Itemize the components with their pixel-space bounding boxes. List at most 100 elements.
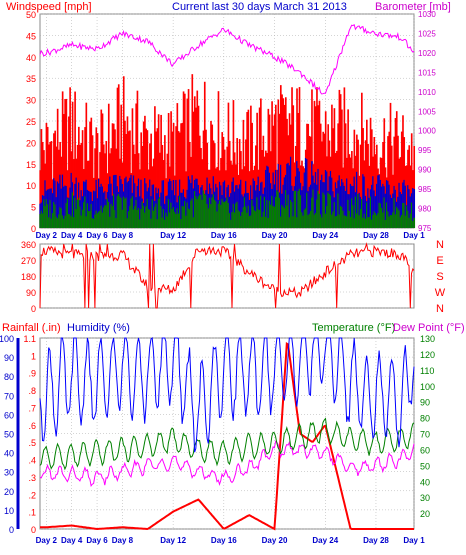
wind-gust-bar bbox=[205, 129, 207, 228]
wind-min-bar bbox=[156, 219, 159, 228]
wind-min-bar bbox=[121, 209, 124, 228]
wind-gust-bar bbox=[347, 109, 349, 228]
wind-gust-bar bbox=[311, 89, 313, 229]
wind-avg-bar bbox=[230, 193, 232, 228]
x-tick-label-lower: Day 12 bbox=[160, 536, 186, 545]
wind-avg-bar bbox=[400, 194, 403, 228]
wind-avg-bar bbox=[283, 177, 286, 228]
wind-min-bar bbox=[45, 199, 48, 228]
wind-gust-bar bbox=[388, 131, 391, 228]
rain-y-tick-label: .6 bbox=[28, 421, 36, 431]
wind-min-bar bbox=[252, 206, 255, 228]
wind-avg-bar bbox=[338, 175, 341, 228]
wind-avg-bar bbox=[262, 193, 265, 228]
wind-min-bar bbox=[176, 208, 179, 228]
wind-min-bar bbox=[246, 212, 248, 228]
wind-gust-bar bbox=[171, 131, 174, 228]
wind-min-bar bbox=[227, 202, 230, 228]
temperature-y-tick-label: 60 bbox=[420, 445, 430, 455]
wind-gust-bar bbox=[319, 123, 322, 228]
wind-min-bar bbox=[313, 214, 316, 228]
wind-min-bar bbox=[136, 210, 139, 228]
wind-gust-bar bbox=[258, 107, 261, 228]
wind-avg-bar bbox=[97, 178, 100, 228]
wind-min-bar bbox=[75, 209, 78, 228]
wind-min-bar bbox=[55, 216, 58, 228]
wind-avg-bar bbox=[91, 200, 94, 228]
wind-gust-bar bbox=[104, 153, 106, 228]
wind-avg-bar bbox=[136, 185, 139, 228]
wind-min-bar bbox=[185, 215, 187, 228]
wind-gust-bar bbox=[268, 114, 271, 228]
wind-gust-bar bbox=[111, 123, 114, 228]
wind-gust-bar bbox=[120, 104, 123, 228]
wind-min-bar bbox=[372, 214, 374, 228]
wind-gust-bar bbox=[107, 103, 110, 228]
wind-min-bar bbox=[351, 198, 353, 228]
wind-avg-bar bbox=[307, 191, 310, 228]
wind-avg-bar bbox=[51, 193, 54, 228]
wind-gust-bar bbox=[193, 96, 196, 228]
wind-gust-bar bbox=[338, 89, 341, 228]
wind-gust-bar bbox=[282, 98, 285, 228]
wind-gust-bar bbox=[131, 108, 134, 228]
temperature-y-tick-label: 120 bbox=[420, 350, 435, 360]
direction-y-tick-label: 0 bbox=[31, 304, 36, 314]
x-tick-label: Day 4 bbox=[61, 231, 83, 240]
wind-avg-bar bbox=[314, 172, 317, 228]
wind-min-bar bbox=[147, 209, 150, 228]
rain-y-tick-label: 1 bbox=[31, 351, 36, 361]
wind-gust-bar bbox=[213, 143, 216, 228]
wind-min-bar bbox=[380, 207, 383, 228]
wind-avg-bar bbox=[344, 191, 347, 228]
wind-avg-bar bbox=[114, 174, 116, 228]
wind-min-bar bbox=[125, 197, 128, 228]
wind-gust-bar bbox=[202, 130, 205, 228]
wind-min-bar bbox=[177, 213, 180, 228]
wind-y-tick-label: 30 bbox=[26, 96, 36, 106]
wind-gust-bar bbox=[166, 153, 169, 228]
wind-gust-bar bbox=[196, 90, 199, 229]
wind-min-bar bbox=[166, 216, 169, 228]
wind-gust-bar bbox=[203, 81, 206, 228]
wind-min-bar bbox=[165, 212, 167, 228]
wind-avg-bar bbox=[58, 183, 60, 228]
wind-gust-bar bbox=[69, 87, 71, 229]
wind-min-bar bbox=[270, 204, 272, 228]
wind-gust-bar bbox=[187, 89, 190, 228]
wind-min-bar bbox=[171, 209, 174, 228]
wind-min-bar bbox=[83, 202, 85, 228]
baro-y-tick-label: 990 bbox=[418, 166, 432, 175]
wind-min-bar bbox=[135, 199, 138, 228]
wind-gust-bar bbox=[63, 114, 65, 228]
wind-gust-bar bbox=[367, 143, 369, 228]
wind-avg-bar bbox=[409, 196, 412, 228]
wind-gust-bar bbox=[71, 101, 74, 228]
wind-gust-bar bbox=[157, 114, 160, 228]
wind-min-bar bbox=[167, 199, 170, 228]
wind-avg-bar bbox=[326, 171, 328, 228]
wind-min-bar bbox=[231, 212, 234, 228]
wind-gust-bar bbox=[331, 104, 333, 228]
wind-min-bar bbox=[48, 217, 50, 228]
wind-gust-bar bbox=[186, 98, 189, 228]
wind-avg-bar bbox=[384, 193, 387, 228]
direction-series bbox=[39, 242, 415, 309]
wind-gust-bar bbox=[322, 131, 325, 228]
wind-avg-bar bbox=[164, 203, 166, 228]
wind-min-bar bbox=[349, 216, 352, 228]
wind-gust-bar bbox=[84, 127, 86, 228]
wind-min-bar bbox=[169, 212, 171, 228]
wind-avg-bar bbox=[303, 172, 306, 228]
wind-gust-bar bbox=[49, 141, 51, 228]
wind-avg-bar bbox=[94, 191, 96, 228]
wind-avg-bar bbox=[64, 185, 66, 228]
wind-min-bar bbox=[71, 192, 74, 228]
wind-min-bar bbox=[265, 216, 267, 228]
wind-gust-bar bbox=[348, 154, 351, 228]
wind-gust-bar bbox=[333, 108, 336, 228]
wind-avg-bar bbox=[59, 174, 61, 228]
wind-min-bar bbox=[70, 216, 73, 228]
rain-y-tick-label: .3 bbox=[28, 473, 36, 483]
wind-gust-bar bbox=[80, 142, 83, 228]
